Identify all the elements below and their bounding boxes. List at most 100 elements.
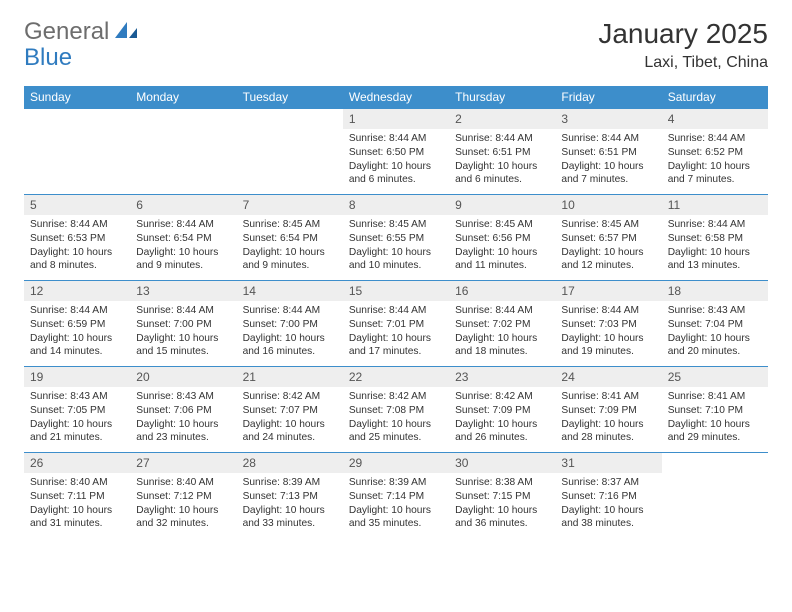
sunset-text: Sunset: 7:09 PM [455, 404, 549, 418]
day-details: Sunrise: 8:44 AMSunset: 6:50 PMDaylight:… [343, 132, 449, 187]
sunrise-text: Sunrise: 8:44 AM [455, 132, 549, 146]
sunrise-text: Sunrise: 8:42 AM [243, 390, 337, 404]
daylight-text: Daylight: 10 hours and 7 minutes. [668, 160, 762, 188]
calendar-day-cell: 10Sunrise: 8:45 AMSunset: 6:57 PMDayligh… [555, 195, 661, 281]
sunset-text: Sunset: 6:51 PM [455, 146, 549, 160]
calendar-day-cell: 17Sunrise: 8:44 AMSunset: 7:03 PMDayligh… [555, 281, 661, 367]
title-block: January 2025 Laxi, Tibet, China [598, 18, 768, 72]
day-details: Sunrise: 8:44 AMSunset: 6:51 PMDaylight:… [449, 132, 555, 187]
sunrise-text: Sunrise: 8:45 AM [561, 218, 655, 232]
day-details: Sunrise: 8:45 AMSunset: 6:55 PMDaylight:… [343, 218, 449, 273]
daylight-text: Daylight: 10 hours and 24 minutes. [243, 418, 337, 446]
day-number: 24 [555, 367, 661, 387]
calendar-week-row: 1 Sunrise: 8:44 AMSunset: 6:50 PMDaylight… [24, 109, 768, 195]
day-details: Sunrise: 8:43 AMSunset: 7:06 PMDaylight:… [130, 390, 236, 445]
calendar-day-cell: 26Sunrise: 8:40 AMSunset: 7:11 PMDayligh… [24, 453, 130, 539]
calendar-day-cell: 12Sunrise: 8:44 AMSunset: 6:59 PMDayligh… [24, 281, 130, 367]
day-number: 4 [662, 109, 768, 129]
day-details: Sunrise: 8:44 AMSunset: 7:00 PMDaylight:… [237, 304, 343, 359]
sunrise-text: Sunrise: 8:44 AM [455, 304, 549, 318]
sunset-text: Sunset: 7:12 PM [136, 490, 230, 504]
day-number: 8 [343, 195, 449, 215]
daylight-text: Daylight: 10 hours and 19 minutes. [561, 332, 655, 360]
sunset-text: Sunset: 7:11 PM [30, 490, 124, 504]
day-number: 30 [449, 453, 555, 473]
calendar-day-cell: 21Sunrise: 8:42 AMSunset: 7:07 PMDayligh… [237, 367, 343, 453]
sunset-text: Sunset: 7:15 PM [455, 490, 549, 504]
sunrise-text: Sunrise: 8:44 AM [30, 218, 124, 232]
sunrise-text: Sunrise: 8:43 AM [668, 304, 762, 318]
logo-sail-icon [113, 20, 139, 45]
calendar-day-cell: 20Sunrise: 8:43 AMSunset: 7:06 PMDayligh… [130, 367, 236, 453]
sunset-text: Sunset: 7:13 PM [243, 490, 337, 504]
sunset-text: Sunset: 6:54 PM [243, 232, 337, 246]
sunrise-text: Sunrise: 8:44 AM [30, 304, 124, 318]
sunrise-text: Sunrise: 8:44 AM [243, 304, 337, 318]
calendar-day-cell [130, 109, 236, 195]
calendar-week-row: 12Sunrise: 8:44 AMSunset: 6:59 PMDayligh… [24, 281, 768, 367]
daylight-text: Daylight: 10 hours and 11 minutes. [455, 246, 549, 274]
daylight-text: Daylight: 10 hours and 26 minutes. [455, 418, 549, 446]
sunrise-text: Sunrise: 8:43 AM [136, 390, 230, 404]
calendar-day-cell: 14 Sunrise: 8:44 AMSunset: 7:00 PMDayligh… [237, 281, 343, 367]
sunset-text: Sunset: 6:57 PM [561, 232, 655, 246]
calendar-table: SundayMondayTuesdayWednesdayThursdayFrid… [24, 86, 768, 539]
sunrise-text: Sunrise: 8:40 AM [136, 476, 230, 490]
day-number: 1 [343, 109, 449, 129]
day-number: 31 [555, 453, 661, 473]
day-details: Sunrise: 8:40 AMSunset: 7:11 PMDaylight:… [24, 476, 130, 531]
weekday-header: Thursday [449, 86, 555, 109]
logo-blue-row: Blue [24, 44, 72, 72]
daylight-text: Daylight: 10 hours and 13 minutes. [668, 246, 762, 274]
sunrise-text: Sunrise: 8:44 AM [136, 218, 230, 232]
sunset-text: Sunset: 7:00 PM [243, 318, 337, 332]
day-number: 7 [237, 195, 343, 215]
day-number: 6 [130, 195, 236, 215]
daylight-text: Daylight: 10 hours and 31 minutes. [30, 504, 124, 532]
day-number: 27 [130, 453, 236, 473]
day-details: Sunrise: 8:44 AMSunset: 6:54 PMDaylight:… [130, 218, 236, 273]
sunset-text: Sunset: 6:51 PM [561, 146, 655, 160]
day-details: Sunrise: 8:43 AMSunset: 7:04 PMDaylight:… [662, 304, 768, 359]
day-number: 5 [24, 195, 130, 215]
day-details: Sunrise: 8:44 AMSunset: 6:51 PMDaylight:… [555, 132, 661, 187]
day-details: Sunrise: 8:43 AMSunset: 7:05 PMDaylight:… [24, 390, 130, 445]
day-number: 14 [237, 281, 343, 301]
daylight-text: Daylight: 10 hours and 16 minutes. [243, 332, 337, 360]
sunset-text: Sunset: 7:00 PM [136, 318, 230, 332]
day-number: 25 [662, 367, 768, 387]
sunset-text: Sunset: 7:10 PM [668, 404, 762, 418]
daylight-text: Daylight: 10 hours and 33 minutes. [243, 504, 337, 532]
header: General January 2025 Laxi, Tibet, China [24, 18, 768, 72]
sunrise-text: Sunrise: 8:45 AM [455, 218, 549, 232]
daylight-text: Daylight: 10 hours and 20 minutes. [668, 332, 762, 360]
sunset-text: Sunset: 6:55 PM [349, 232, 443, 246]
daylight-text: Daylight: 10 hours and 6 minutes. [455, 160, 549, 188]
sunrise-text: Sunrise: 8:41 AM [561, 390, 655, 404]
sunset-text: Sunset: 7:14 PM [349, 490, 443, 504]
day-details: Sunrise: 8:44 AMSunset: 7:02 PMDaylight:… [449, 304, 555, 359]
calendar-day-cell: 3Sunrise: 8:44 AMSunset: 6:51 PMDaylight… [555, 109, 661, 195]
sunset-text: Sunset: 7:09 PM [561, 404, 655, 418]
sunrise-text: Sunrise: 8:37 AM [561, 476, 655, 490]
calendar-day-cell: 13Sunrise: 8:44 AMSunset: 7:00 PMDayligh… [130, 281, 236, 367]
day-details: Sunrise: 8:41 AMSunset: 7:09 PMDaylight:… [555, 390, 661, 445]
logo: General [24, 18, 141, 46]
location: Laxi, Tibet, China [598, 54, 768, 72]
day-number: 11 [662, 195, 768, 215]
day-details: Sunrise: 8:45 AMSunset: 6:54 PMDaylight:… [237, 218, 343, 273]
calendar-day-cell [662, 453, 768, 539]
day-details: Sunrise: 8:42 AMSunset: 7:08 PMDaylight:… [343, 390, 449, 445]
calendar-day-cell: 1 Sunrise: 8:44 AMSunset: 6:50 PMDaylight… [343, 109, 449, 195]
calendar-day-cell: 8 Sunrise: 8:45 AMSunset: 6:55 PMDaylight… [343, 195, 449, 281]
calendar-day-cell: 30Sunrise: 8:38 AMSunset: 7:15 PMDayligh… [449, 453, 555, 539]
day-number: 22 [343, 367, 449, 387]
daylight-text: Daylight: 10 hours and 29 minutes. [668, 418, 762, 446]
calendar-day-cell: 18Sunrise: 8:43 AMSunset: 7:04 PMDayligh… [662, 281, 768, 367]
daylight-text: Daylight: 10 hours and 10 minutes. [349, 246, 443, 274]
sunset-text: Sunset: 6:53 PM [30, 232, 124, 246]
calendar-day-cell: 5Sunrise: 8:44 AMSunset: 6:53 PMDaylight… [24, 195, 130, 281]
sunset-text: Sunset: 7:08 PM [349, 404, 443, 418]
calendar-day-cell: 11 Sunrise: 8:44 AMSunset: 6:58 PMDayligh… [662, 195, 768, 281]
day-details: Sunrise: 8:44 AMSunset: 6:58 PMDaylight:… [662, 218, 768, 273]
